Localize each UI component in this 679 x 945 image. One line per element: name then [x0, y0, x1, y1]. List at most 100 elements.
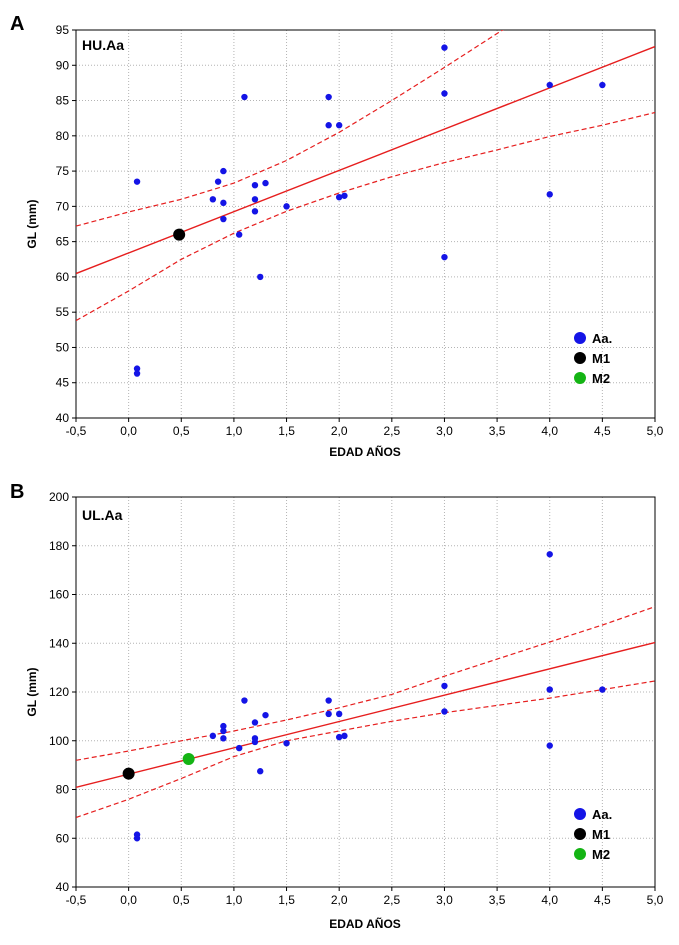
data-point-aa — [441, 708, 448, 715]
data-point-aa — [341, 732, 348, 740]
y-tick-label: 45 — [56, 376, 70, 390]
data-point-aa — [257, 768, 264, 775]
legend-marker — [574, 372, 586, 384]
x-tick-label: 1,5 — [278, 424, 295, 438]
data-point-aa — [262, 179, 269, 187]
y-tick-label: 40 — [56, 880, 70, 894]
data-point-aa — [235, 231, 243, 238]
y-tick-label: 200 — [49, 490, 69, 504]
data-point-aa — [251, 738, 259, 746]
data-point-aa — [335, 193, 343, 201]
data-point-aa — [133, 370, 141, 377]
legend-label: M2 — [592, 371, 610, 386]
data-point-aa — [220, 735, 227, 742]
legend-label: Aa. — [592, 807, 612, 822]
x-tick-label: 3,0 — [436, 424, 453, 438]
data-point-aa — [251, 182, 259, 189]
y-tick-label: 120 — [49, 685, 69, 699]
y-tick-label: 60 — [56, 831, 70, 845]
data-layer — [76, 551, 655, 842]
y-tick-label: 70 — [56, 199, 70, 213]
confidence-band-upper — [76, 30, 504, 227]
legend-marker — [574, 332, 586, 344]
data-point-aa — [251, 196, 259, 203]
data-point-aa — [251, 208, 259, 215]
x-tick-label: 4,5 — [594, 893, 611, 907]
y-tick-label: 160 — [49, 588, 69, 602]
regression-line — [76, 641, 655, 788]
data-point-aa — [214, 178, 222, 185]
data-point-m1 — [173, 228, 186, 241]
data-point-aa — [251, 719, 259, 726]
x-tick-label: 2,0 — [331, 424, 348, 438]
x-tick-label: 1,0 — [226, 424, 243, 438]
panel-letter: A — [10, 13, 24, 35]
data-point-aa — [241, 697, 248, 704]
y-tick-label: 85 — [56, 94, 70, 108]
y-tick-label: 50 — [56, 340, 70, 354]
legend-marker — [574, 848, 586, 860]
confidence-band-upper — [76, 606, 655, 761]
y-tick-label: 95 — [56, 23, 70, 37]
y-tick-label: 90 — [56, 58, 70, 72]
confidence-band-lower — [76, 680, 655, 819]
data-point-aa — [546, 191, 553, 198]
data-point-aa — [283, 739, 290, 747]
y-tick-label: 60 — [56, 270, 70, 284]
data-point-aa — [546, 551, 553, 558]
panel-b: B -0,5 0,0 0,5 1,0 1,5 2,0 2,5 3,0 3,5 4,0 4,5 5,0 40… — [10, 481, 664, 931]
data-point-aa — [441, 682, 448, 690]
data-point-aa — [220, 167, 227, 175]
legend-label: M1 — [592, 351, 610, 366]
confidence-band-lower — [76, 111, 655, 322]
data-point-aa — [133, 835, 141, 842]
legend-marker — [574, 352, 586, 364]
y-axis-label: GL (mm) — [25, 667, 39, 716]
data-point-aa — [441, 253, 448, 261]
data-point-aa — [599, 81, 606, 89]
data-point-aa — [325, 697, 332, 704]
x-tick-label: 5,0 — [647, 893, 664, 907]
panel-letter: B — [10, 481, 24, 503]
data-point-aa — [220, 199, 227, 207]
x-tick-label: 3,5 — [489, 893, 506, 907]
y-tick-label: 40 — [56, 411, 70, 425]
data-point-aa — [257, 273, 264, 281]
regression-line — [76, 45, 655, 275]
data-point-aa — [335, 733, 343, 741]
y-tick-label: 80 — [56, 129, 70, 143]
y-tick-label: 75 — [56, 164, 70, 178]
data-point-aa — [283, 203, 290, 210]
data-point-aa — [262, 711, 269, 719]
x-axis-label: EDAD AÑOS — [329, 916, 401, 931]
data-point-aa — [235, 744, 243, 752]
y-axis-label: GL (mm) — [25, 199, 39, 248]
x-tick-label: -0,5 — [66, 424, 87, 438]
legend-label: Aa. — [592, 331, 612, 346]
data-point-aa — [133, 178, 141, 185]
data-point-aa — [441, 44, 448, 51]
legend-label: M2 — [592, 847, 610, 862]
plot-frame — [75, 29, 656, 419]
data-point-m2 — [182, 753, 195, 766]
chart-title: UL.Aa — [82, 507, 123, 523]
x-tick-label: 0,5 — [173, 424, 190, 438]
data-point-m1 — [122, 767, 135, 780]
data-point-aa — [220, 215, 227, 223]
y-tick-label: 140 — [49, 636, 69, 650]
x-tick-label: 2,5 — [383, 893, 400, 907]
data-point-aa — [546, 742, 553, 749]
data-point-aa — [133, 365, 141, 372]
x-tick-label: 3,0 — [436, 893, 453, 907]
y-tick-label: 100 — [49, 734, 69, 748]
x-axis-label: EDAD AÑOS — [329, 444, 401, 459]
x-tick-label: 4,0 — [541, 893, 558, 907]
legend-label: M1 — [592, 827, 610, 842]
x-tick-label: 2,5 — [383, 424, 400, 438]
data-point-aa — [220, 727, 227, 735]
data-point-aa — [325, 710, 332, 718]
legend-marker — [574, 828, 586, 840]
x-tick-label: 0,0 — [120, 424, 137, 438]
x-tick-label: -0,5 — [66, 893, 87, 907]
